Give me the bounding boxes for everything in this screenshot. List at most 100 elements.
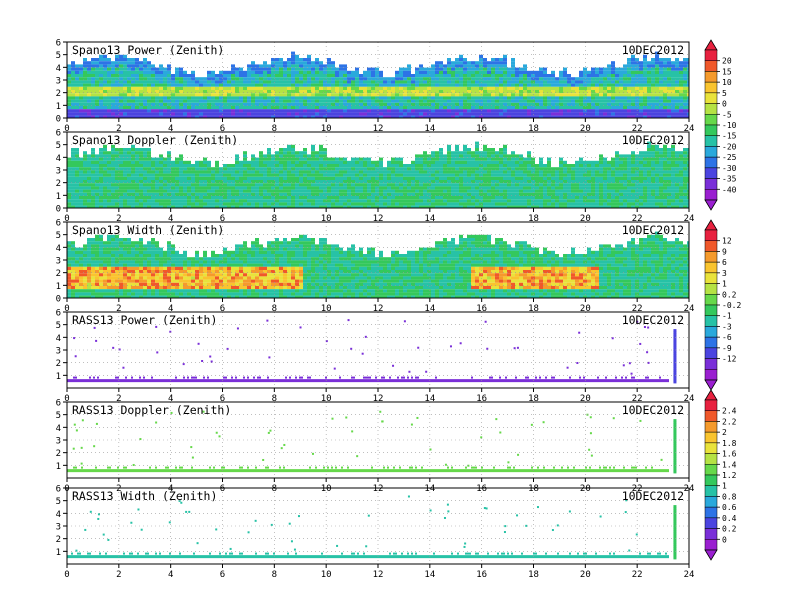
heatmap-cell (511, 157, 515, 161)
heatmap-cell (235, 167, 239, 171)
heatmap-cell (675, 70, 679, 74)
heatmap-cell (599, 202, 603, 206)
heatmap-cell (547, 173, 551, 177)
heatmap-cell (499, 77, 503, 81)
heatmap-cell (599, 80, 603, 84)
heatmap-cell (559, 112, 563, 116)
heatmap-cell (555, 176, 559, 180)
heatmap-cell (91, 74, 95, 78)
heatmap-cell (639, 67, 643, 71)
heatmap-cell (499, 67, 503, 71)
heatmap-cell (451, 183, 455, 187)
heatmap-cell (539, 157, 543, 161)
heatmap-cell (167, 196, 171, 200)
heatmap-cell (623, 86, 627, 90)
heatmap-cell (311, 115, 315, 118)
heatmap-cell (67, 173, 71, 177)
heatmap-cell (399, 167, 403, 171)
heatmap-cells (67, 141, 689, 208)
heatmap-cell (255, 93, 259, 97)
heatmap-cell (383, 199, 387, 203)
heatmap-cell (195, 167, 199, 171)
heatmap-cell (511, 176, 515, 180)
heatmap-cell (119, 199, 123, 203)
heatmap-cell (187, 83, 191, 87)
heatmap-cell (455, 61, 459, 65)
heatmap-cell (95, 61, 99, 65)
heatmap-cell (455, 70, 459, 74)
heatmap-cell (431, 90, 435, 94)
heatmap-cell (411, 74, 415, 78)
heatmap-cell (167, 109, 171, 113)
heatmap-cell (635, 58, 639, 62)
heatmap-cell (507, 196, 511, 200)
heatmap-cell (387, 199, 391, 203)
heatmap-cell (99, 183, 103, 187)
heatmap-cell (427, 157, 431, 161)
heatmap-cell (155, 106, 159, 110)
heatmap-cell (239, 167, 243, 171)
heatmap-cell (335, 112, 339, 116)
heatmap-cell (215, 167, 219, 171)
heatmap-cell (651, 80, 655, 84)
heatmap-cell (427, 173, 431, 177)
heatmap-cell (239, 112, 243, 116)
heatmap-cell (71, 186, 75, 190)
heatmap-cell (75, 96, 79, 100)
heatmap-cell (247, 192, 251, 196)
heatmap-cell (399, 160, 403, 164)
heatmap-cell (255, 64, 259, 68)
heatmap-cell (279, 173, 283, 177)
heatmap-cell (123, 54, 127, 58)
heatmap-cell (243, 157, 247, 161)
heatmap-cell (463, 90, 467, 94)
heatmap-cell (335, 102, 339, 106)
heatmap-cell (319, 176, 323, 180)
heatmap-cell (167, 167, 171, 171)
heatmap-cell (379, 86, 383, 90)
heatmap-cell (499, 83, 503, 87)
heatmap-cell (119, 106, 123, 110)
heatmap-cell (299, 196, 303, 200)
heatmap-cell (335, 160, 339, 164)
heatmap-cell (515, 170, 519, 174)
heatmap-cell (307, 58, 311, 62)
heatmap-cell (151, 96, 155, 100)
heatmap-cell (271, 106, 275, 110)
heatmap-cell (463, 202, 467, 206)
heatmap-cell (495, 183, 499, 187)
heatmap-cell (563, 167, 567, 171)
heatmap-cell (339, 192, 343, 196)
heatmap-cell (435, 77, 439, 81)
heatmap-cell (423, 70, 427, 74)
heatmap-cell (567, 80, 571, 84)
heatmap-cell (295, 205, 299, 208)
heatmap-cell (163, 199, 167, 203)
heatmap-cell (83, 164, 87, 168)
heatmap-cell (531, 205, 535, 208)
heatmap-cell (603, 86, 607, 90)
heatmap-cell (319, 90, 323, 94)
heatmap-cell (287, 176, 291, 180)
heatmap-cell (627, 83, 631, 87)
heatmap-cell (567, 77, 571, 81)
heatmap-cell (359, 167, 363, 171)
heatmap-cell (327, 90, 331, 94)
heatmap-cell (415, 74, 419, 78)
heatmap-cell (411, 183, 415, 187)
heatmap-cell (275, 58, 279, 62)
heatmap-cell (227, 186, 231, 190)
heatmap-cell (227, 173, 231, 177)
heatmap-cell (195, 173, 199, 177)
heatmap-cell (451, 77, 455, 81)
heatmap-cell (287, 70, 291, 74)
heatmap-cell (479, 180, 483, 184)
heatmap-cell (207, 167, 211, 171)
heatmap-cell (79, 180, 83, 184)
heatmap-cell (267, 199, 271, 203)
heatmap-cell (311, 170, 315, 174)
heatmap-cell (179, 202, 183, 206)
heatmap-cell (575, 173, 579, 177)
heatmap-cell (559, 183, 563, 187)
heatmap-cell (643, 109, 647, 113)
